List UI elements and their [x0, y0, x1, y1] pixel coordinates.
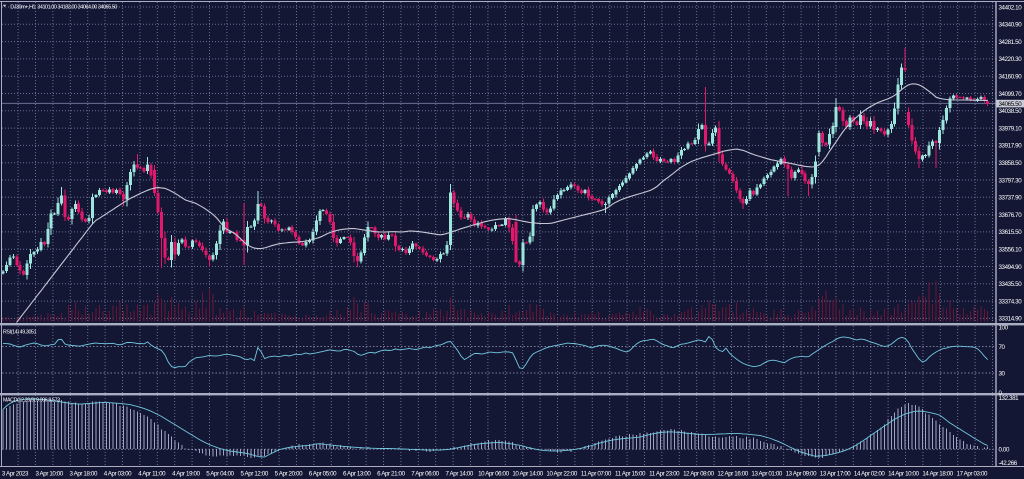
- svg-text:33615.50: 33615.50: [999, 229, 1023, 236]
- svg-text:6 Apr 05:00: 6 Apr 05:00: [309, 471, 337, 478]
- svg-text:4 Apr 19:00: 4 Apr 19:00: [172, 471, 200, 478]
- svg-text:34160.90: 34160.90: [999, 74, 1023, 81]
- svg-text:10 Apr 22:00: 10 Apr 22:00: [546, 471, 577, 478]
- svg-text:13 Apr 01:00: 13 Apr 01:00: [751, 471, 782, 478]
- svg-text:33314.90: 33314.90: [999, 316, 1023, 323]
- svg-text:4 Apr 11:00: 4 Apr 11:00: [138, 471, 166, 478]
- svg-text:7 Apr 14:00: 7 Apr 14:00: [445, 471, 473, 478]
- svg-text:33797.30: 33797.30: [999, 177, 1023, 184]
- svg-text:0.00: 0.00: [999, 447, 1010, 454]
- svg-text:33979.10: 33979.10: [999, 125, 1023, 132]
- svg-text:100: 100: [999, 324, 1009, 331]
- svg-text:6 Apr 21:00: 6 Apr 21:00: [377, 471, 405, 478]
- svg-text:5 Apr 20:00: 5 Apr 20:00: [275, 471, 303, 478]
- svg-text:10 Apr 14:00: 10 Apr 14:00: [512, 471, 543, 478]
- svg-text:33556.10: 33556.10: [999, 247, 1023, 254]
- svg-text:3 Apr 10:00: 3 Apr 10:00: [35, 471, 63, 478]
- svg-text:70: 70: [999, 344, 1006, 351]
- svg-text:3 Apr 18:00: 3 Apr 18:00: [70, 471, 98, 478]
- svg-text:34281.50: 34281.50: [999, 39, 1023, 46]
- svg-text:12 Apr 16:00: 12 Apr 16:00: [717, 471, 748, 478]
- svg-text:14 Apr 18:00: 14 Apr 18:00: [922, 471, 953, 478]
- svg-text:11 Apr 23:00: 11 Apr 23:00: [649, 471, 680, 478]
- svg-text:34220.30: 34220.30: [999, 56, 1023, 63]
- svg-text:34340.90: 34340.90: [999, 22, 1023, 29]
- svg-text:10 Apr 06:00: 10 Apr 06:00: [478, 471, 509, 478]
- svg-text:0: 0: [999, 390, 1003, 397]
- svg-text:34038.50: 34038.50: [999, 108, 1023, 115]
- svg-text:4 Apr 03:00: 4 Apr 03:00: [104, 471, 132, 478]
- svg-text:3 Apr 2023: 3 Apr 2023: [2, 471, 29, 478]
- svg-text:7 Apr 06:00: 7 Apr 06:00: [411, 471, 439, 478]
- svg-text:33676.70: 33676.70: [999, 212, 1023, 219]
- svg-text:33494.90: 33494.90: [999, 264, 1023, 271]
- svg-text:34402.10: 34402.10: [999, 4, 1023, 11]
- svg-text:34099.70: 34099.70: [999, 91, 1023, 98]
- svg-text:33858.50: 33858.50: [999, 160, 1023, 167]
- svg-text:132.381: 132.381: [999, 395, 1020, 402]
- svg-text:13 Apr 17:00: 13 Apr 17:00: [820, 471, 851, 478]
- svg-text:17 Apr 03:00: 17 Apr 03:00: [957, 471, 988, 478]
- svg-text:DJ30m+,H1 34101.00 34183.00 3: DJ30m+,H1 34101.00 34183.00 34064.00 340…: [10, 5, 117, 11]
- svg-text:33917.90: 33917.90: [999, 143, 1023, 150]
- svg-text:11 Apr 07:00: 11 Apr 07:00: [581, 471, 612, 478]
- svg-text:34065.50: 34065.50: [999, 101, 1023, 108]
- svg-text:33435.50: 33435.50: [999, 281, 1023, 288]
- svg-text:RSI(14) 49.3051: RSI(14) 49.3051: [3, 330, 37, 336]
- svg-text:5 Apr 04:00: 5 Apr 04:00: [206, 471, 234, 478]
- svg-text:13 Apr 09:00: 13 Apr 09:00: [786, 471, 817, 478]
- svg-text:33374.30: 33374.30: [999, 298, 1023, 305]
- svg-text:11 Apr 15:00: 11 Apr 15:00: [615, 471, 646, 478]
- svg-text:30: 30: [999, 370, 1006, 377]
- svg-text:14 Apr 10:00: 14 Apr 10:00: [888, 471, 919, 478]
- svg-text:6 Apr 13:00: 6 Apr 13:00: [343, 471, 371, 478]
- svg-text:MACD(12,26,9) 9.006 8.573: MACD(12,26,9) 9.006 8.573: [3, 398, 60, 404]
- svg-text:14 Apr 02:00: 14 Apr 02:00: [854, 471, 885, 478]
- svg-text:12 Apr 08:00: 12 Apr 08:00: [683, 471, 714, 478]
- svg-text:33737.90: 33737.90: [999, 195, 1023, 202]
- svg-text:5 Apr 12:00: 5 Apr 12:00: [240, 471, 268, 478]
- svg-text:-42.266: -42.266: [999, 460, 1018, 467]
